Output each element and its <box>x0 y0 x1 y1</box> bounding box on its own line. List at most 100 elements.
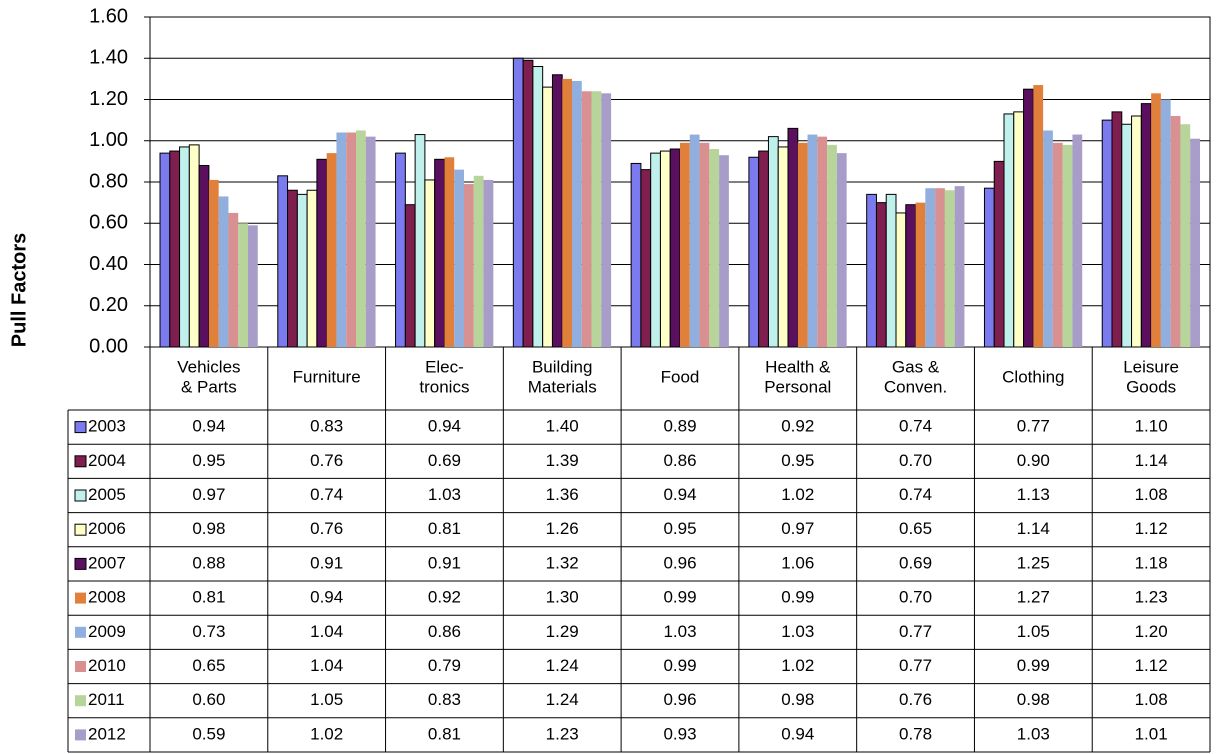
legend-label: 2008 <box>88 588 126 607</box>
table-value: 1.02 <box>781 485 814 504</box>
legend-key <box>75 661 86 672</box>
bar <box>895 212 907 348</box>
table-value: 1.25 <box>1017 553 1050 572</box>
y-tick-label: 0.20 <box>89 294 128 316</box>
legend-key <box>74 455 87 468</box>
table-value: 0.76 <box>899 690 932 709</box>
table-value: 1.04 <box>310 622 343 641</box>
y-axis-label: Pull Factors <box>8 233 30 347</box>
table-value: 0.65 <box>899 519 932 538</box>
bar <box>640 169 652 348</box>
bar <box>444 157 455 347</box>
table-value: 0.70 <box>899 588 932 607</box>
bar <box>179 146 190 348</box>
bar <box>463 184 474 347</box>
bar <box>159 152 171 348</box>
bar <box>1111 111 1123 348</box>
y-tick-label: 1.00 <box>89 129 128 151</box>
table-value: 0.78 <box>899 724 932 743</box>
table-value: 0.94 <box>428 417 461 436</box>
bar <box>1151 93 1161 347</box>
legend-label: 2010 <box>88 656 126 675</box>
table-value: 0.73 <box>192 622 225 641</box>
bar <box>355 130 366 347</box>
table-value: 1.18 <box>1135 553 1168 572</box>
bar <box>650 152 661 348</box>
table-value: 0.74 <box>899 485 932 504</box>
table-value: 1.12 <box>1135 656 1168 675</box>
table-value: 0.99 <box>781 588 814 607</box>
table-value: 1.24 <box>546 656 579 675</box>
bar <box>1140 103 1152 348</box>
table-value: 0.98 <box>1017 690 1050 709</box>
legend-label: 2003 <box>88 417 126 436</box>
legend-key <box>74 523 87 536</box>
table-value: 0.94 <box>663 485 696 504</box>
table-value: 1.12 <box>1135 519 1168 538</box>
bar <box>954 186 965 347</box>
table-value: 0.88 <box>192 553 225 572</box>
table-value: 1.29 <box>546 622 579 641</box>
table-value: 0.65 <box>192 656 225 675</box>
table-value: 0.59 <box>192 724 225 743</box>
table-value: 1.40 <box>546 417 579 436</box>
bar <box>218 196 229 347</box>
bar <box>1013 111 1025 348</box>
table-value: 1.06 <box>781 553 814 572</box>
bar <box>709 149 720 347</box>
table-value: 1.01 <box>1135 724 1168 743</box>
table-value: 0.83 <box>428 690 461 709</box>
table-value: 0.74 <box>899 417 932 436</box>
bar <box>562 78 572 347</box>
table-value: 0.81 <box>428 519 461 538</box>
table-value: 0.76 <box>310 451 343 470</box>
legend-label: 2007 <box>88 553 126 572</box>
y-tick-label: 1.40 <box>89 47 128 69</box>
table-value: 1.08 <box>1135 690 1168 709</box>
category-label: Leisure Goods <box>1123 358 1179 397</box>
table-value: 0.79 <box>428 656 461 675</box>
bar <box>836 153 847 347</box>
bar <box>1170 116 1181 347</box>
table-value: 0.98 <box>192 519 225 538</box>
bar <box>316 158 328 348</box>
legend-label: 2012 <box>88 724 126 743</box>
y-tick-label: 0.60 <box>89 212 128 234</box>
table-value: 1.05 <box>310 690 343 709</box>
bar <box>336 132 347 347</box>
category-label: Vehicles & Parts <box>177 358 240 397</box>
bar <box>630 162 642 348</box>
table-value: 1.02 <box>781 656 814 675</box>
table-value: 1.03 <box>663 622 696 641</box>
table-value: 0.74 <box>310 485 343 504</box>
table-value: 0.86 <box>663 451 696 470</box>
table-value: 0.91 <box>310 553 343 572</box>
bar <box>1190 138 1200 347</box>
bar <box>522 59 534 348</box>
table-value: 0.98 <box>781 690 814 709</box>
y-tick-label: 0.00 <box>89 335 128 357</box>
table-value: 1.03 <box>1017 724 1050 743</box>
table-value: 1.26 <box>546 519 579 538</box>
table-value: 1.04 <box>310 656 343 675</box>
table-value: 0.97 <box>192 485 225 504</box>
bar <box>1023 88 1034 348</box>
bar <box>866 193 877 348</box>
bar <box>542 86 553 348</box>
bar <box>581 91 592 347</box>
bar <box>680 142 690 347</box>
bar <box>777 146 789 348</box>
legend-label: 2005 <box>88 485 126 504</box>
table-value: 0.97 <box>781 519 814 538</box>
category-label: Furniture <box>293 368 361 387</box>
table-value: 0.95 <box>781 451 814 470</box>
bar <box>473 175 484 347</box>
table-value: 1.36 <box>546 485 579 504</box>
bar <box>787 127 799 348</box>
table-value: 0.99 <box>1017 656 1050 675</box>
bar <box>748 156 760 348</box>
bar <box>404 204 416 348</box>
table-value: 1.13 <box>1017 485 1050 504</box>
bar <box>277 175 289 348</box>
